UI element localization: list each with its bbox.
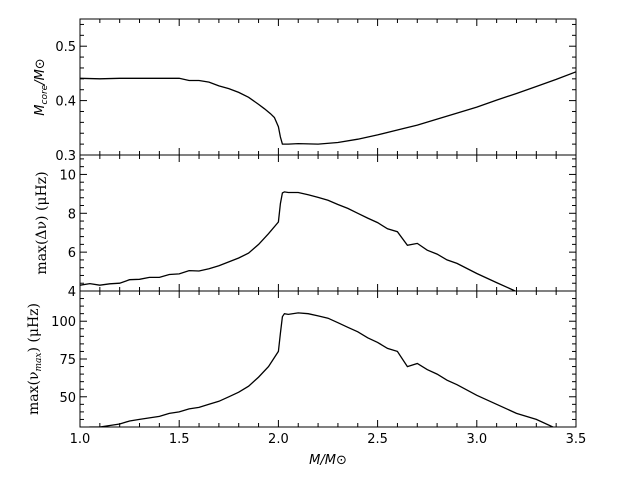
top-panel-frame (79, 18, 577, 156)
middle-panel-frame (79, 154, 577, 292)
top-y-label-main: M (33, 104, 48, 115)
bottom-panel-y-axis-label: max(νmax) (μHz) (26, 303, 44, 415)
x-axis-label-text: M/M⊙ (309, 453, 347, 468)
bottom-panel-y-tick-label: 75 (59, 353, 76, 368)
bottom-panel-frame (79, 290, 577, 428)
bottom-panel-series-line (85, 312, 555, 427)
bottom-panel-y-tick-label: 50 (59, 391, 76, 406)
middle-panel-series-line (80, 191, 517, 291)
bottom-panel-y-tick-label: 100 (51, 315, 76, 330)
top-panel: 0.3 0.4 0.5 (55, 18, 577, 164)
bottom-y-label-tail: ) (μHz) (26, 303, 42, 353)
top-panel-y-tick-label: 0.5 (55, 40, 76, 55)
middle-panel: 4 6 8 10 (59, 154, 577, 300)
middle-panel-y-axis-label: max(Δν) (μHz) (34, 171, 50, 274)
top-panel-y-tick-label: 0.3 (55, 149, 76, 164)
bottom-panel: 50 75 100 1.0 1.5 2.0 2.5 3.0 3.5 (51, 290, 587, 447)
bottom-panel-x-tick-label: 1.5 (169, 432, 190, 447)
middle-panel-y-tick-label: 10 (59, 168, 76, 183)
x-axis-label: M/M⊙ (309, 453, 347, 468)
bottom-y-label-sub: max (34, 353, 44, 372)
top-y-label-sub: core (40, 84, 50, 104)
middle-panel-y-tick-label: 4 (68, 285, 76, 300)
bottom-y-label-head: max(ν (26, 372, 42, 416)
top-panel-y-tick-label: 0.4 (55, 95, 76, 110)
bottom-panel-x-tick-label: 3.5 (566, 432, 587, 447)
panels: 0.3 0.4 0.5 4 6 8 10 50 75 100 1.0 1.5 2.0 2.5 3.0 3.5 (51, 18, 587, 447)
top-y-label-tail: /M⊙ (33, 58, 48, 86)
top-panel-y-axis-label: Mcore/M⊙ (33, 58, 50, 115)
top-panel-series-line (80, 71, 576, 145)
bottom-panel-x-tick-label: 2.5 (367, 432, 388, 447)
bottom-panel-x-tick-label: 1.0 (70, 432, 91, 447)
middle-panel-y-tick-label: 8 (68, 207, 76, 222)
middle-panel-y-tick-label: 6 (68, 246, 76, 261)
bottom-panel-x-tick-label: 2.0 (268, 432, 289, 447)
bottom-panel-x-tick-label: 3.0 (466, 432, 487, 447)
